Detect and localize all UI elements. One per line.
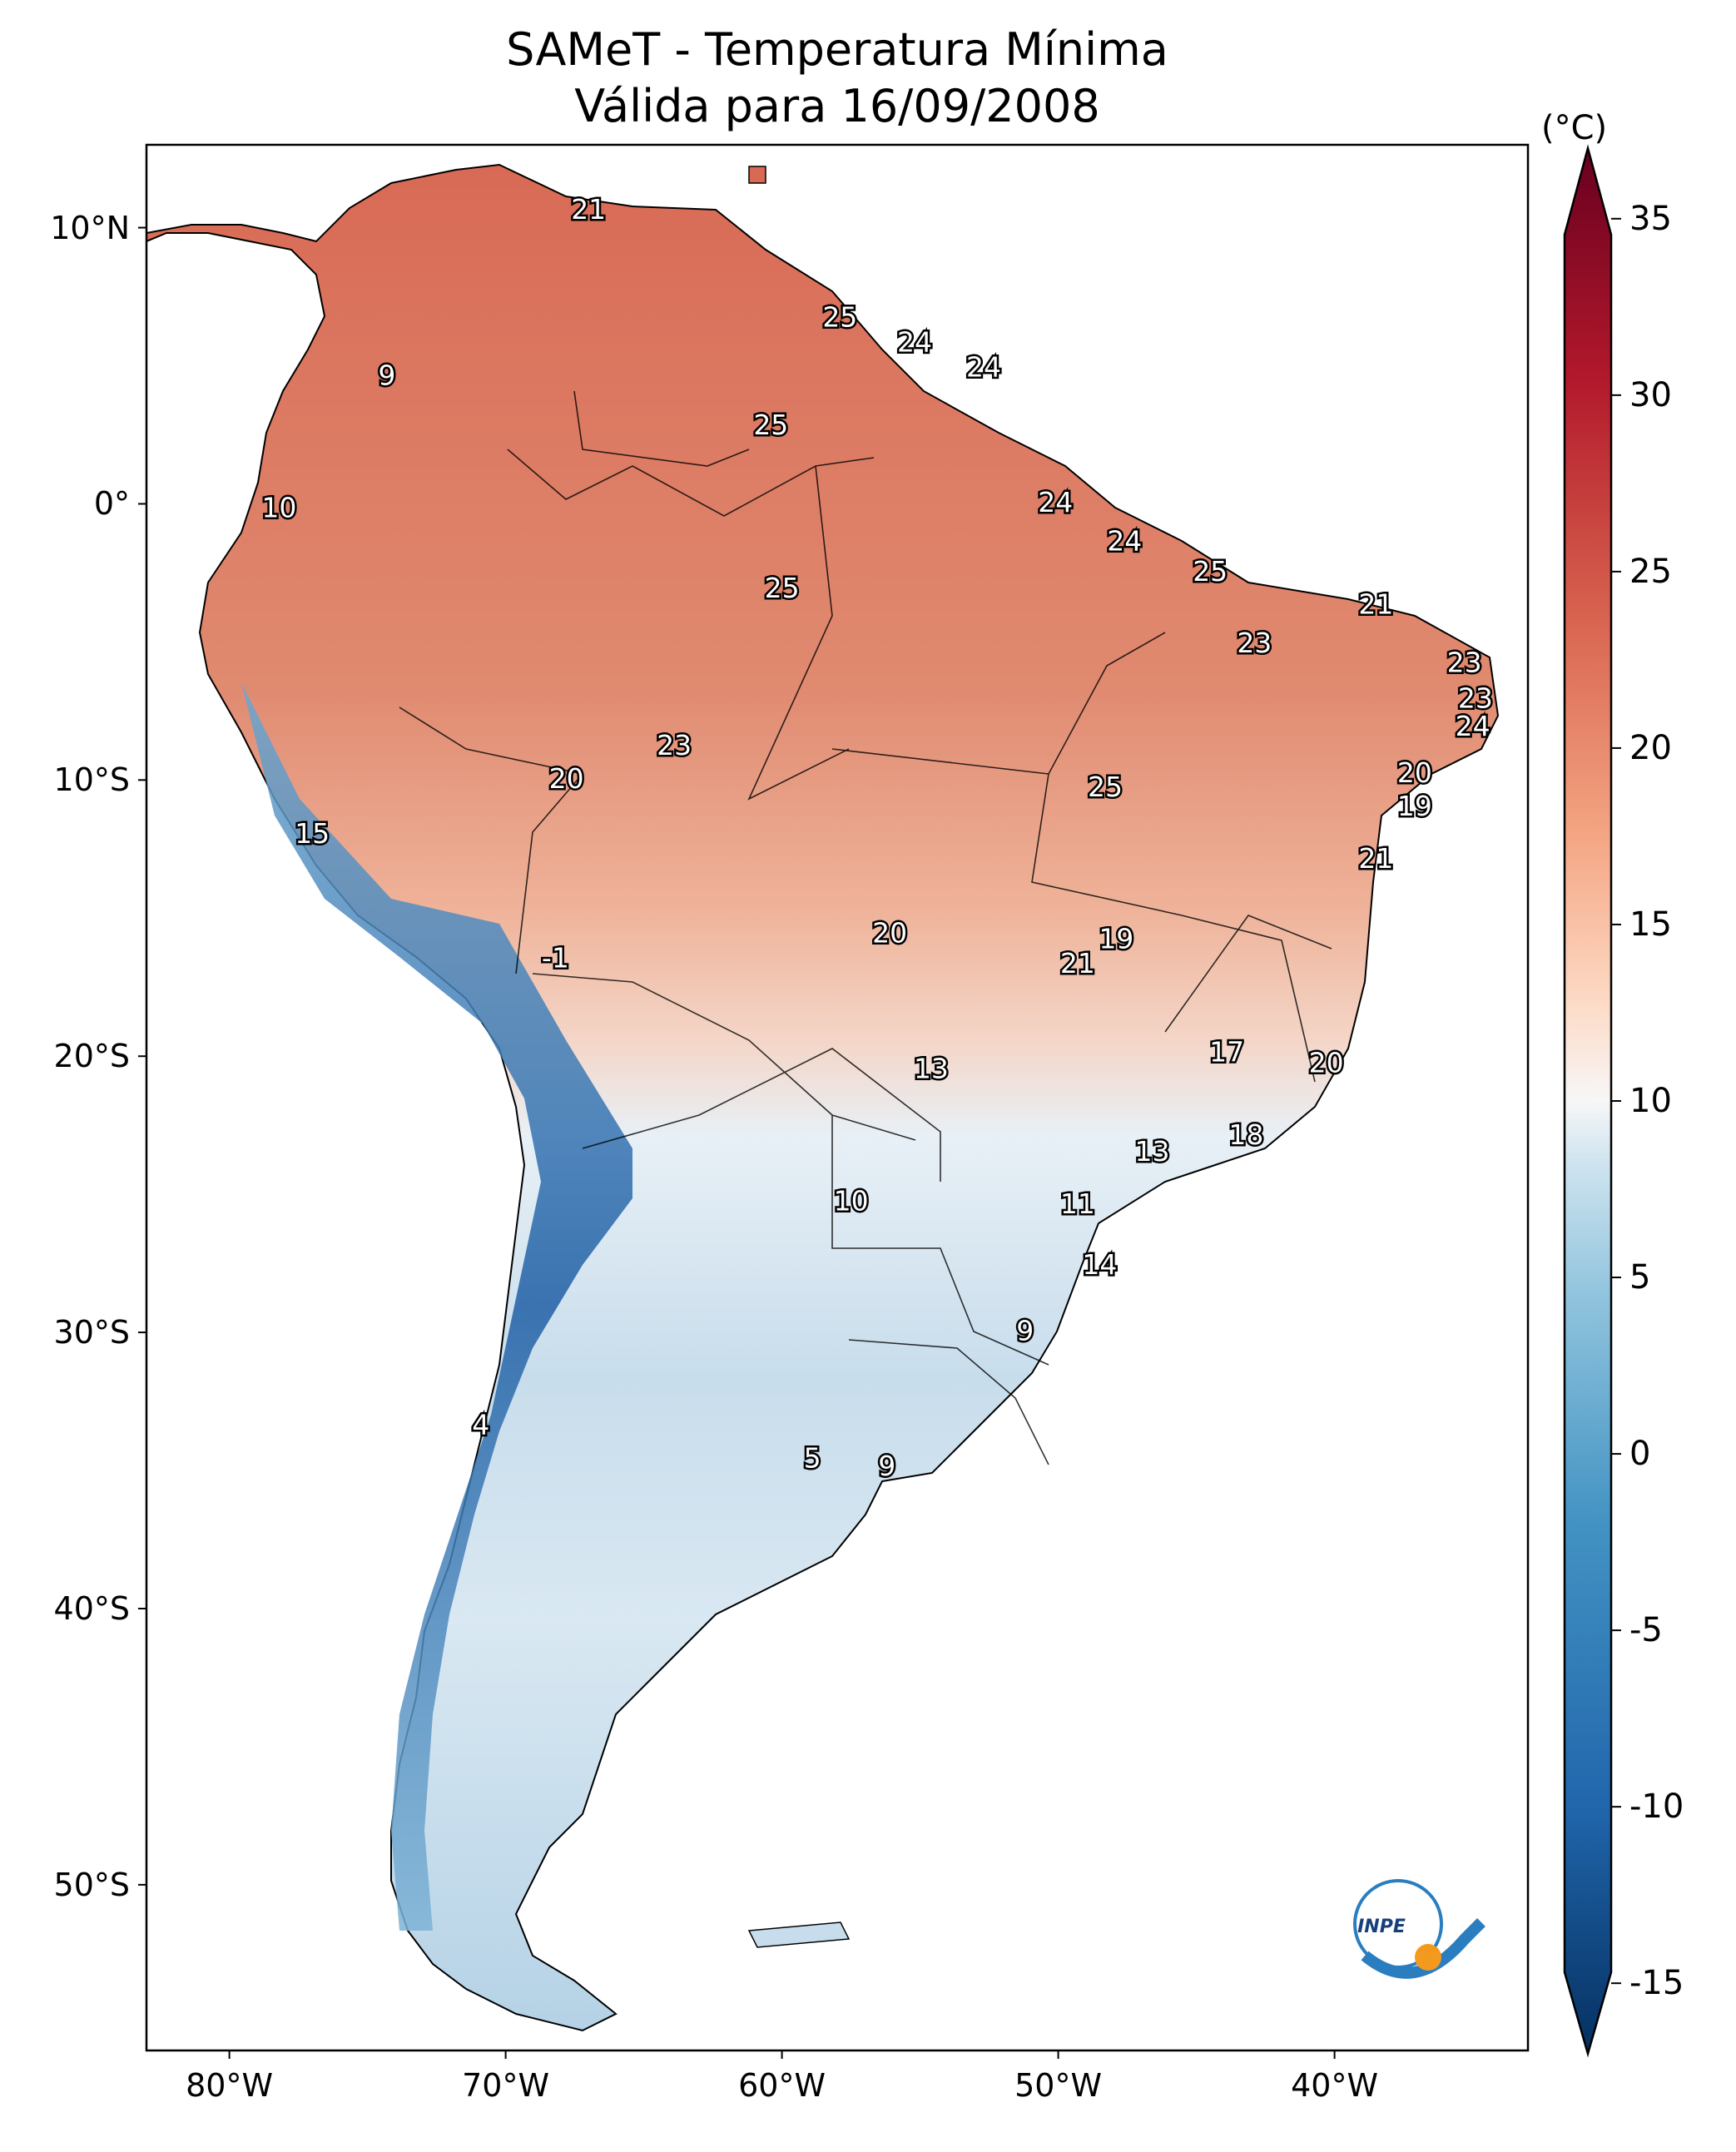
station-label: 23 [1458,682,1493,715]
lon-tick-marks [228,2050,1336,2059]
station-label: 11 [1060,1188,1095,1220]
station-label: 25 [765,572,800,604]
islands [747,166,851,1948]
colorbar-tick-label: 35 [1629,199,1672,238]
continent-landmass [146,163,1500,2032]
station-label: 24 [897,325,932,358]
station-label: 5 [804,1441,821,1474]
colorbar-tick-label: 10 [1629,1082,1672,1120]
station-label: 20 [549,762,584,795]
lat-tick-marks [138,226,146,1886]
colorbar-tick-label: 30 [1629,375,1672,414]
lat-tick-label: 10°S [53,761,130,799]
station-label: 23 [1237,627,1272,659]
map-title: SAMeT - Temperatura Mínima [506,23,1168,76]
lon-tick-label: 70°W [462,2067,550,2104]
lat-tick-label: 30°S [53,1314,130,1351]
station-label: 24 [1107,524,1142,557]
station-label: 21 [1358,588,1393,621]
station-label: 4 [472,1408,489,1440]
station-label: 9 [1016,1315,1034,1347]
station-label: 25 [822,301,857,334]
colorbar-tick-label: -10 [1629,1788,1684,1827]
colorbar-tick-label: -5 [1629,1611,1663,1650]
colorbar [1563,144,1621,2058]
station-label: 23 [1447,646,1482,678]
logo-text: INPE [1357,1916,1406,1937]
lat-tick-label: 10°N [50,209,130,246]
lon-tick-label: 40°W [1291,2067,1379,2104]
colorbar-tick-label: 25 [1629,552,1672,591]
lat-tick-label: 0° [93,485,130,523]
station-label: 25 [753,409,788,441]
colorbar-tick-label: 20 [1629,728,1672,767]
lon-tick-label: 50°W [1014,2067,1103,2104]
station-label: 17 [1209,1035,1244,1068]
station-label: 10 [261,492,296,524]
station-label: 20 [1397,756,1432,789]
colorbar-bar [1563,144,1613,2058]
lat-tick-label: 50°S [53,1866,130,1903]
station-label: 23 [657,729,692,761]
colorbar-tick-label: 15 [1629,905,1672,944]
map-frame [145,143,1530,2052]
station-label: 21 [1060,947,1095,979]
station-label: 20 [1309,1047,1344,1079]
station-label: 24 [966,350,1001,383]
lat-tick-label: 20°S [53,1038,130,1075]
station-label: 19 [1099,922,1133,955]
country-borders [399,390,1332,1465]
colorbar-tick-label: 0 [1629,1435,1651,1474]
station-label: 24 [1038,486,1073,518]
station-label: 9 [378,359,395,391]
station-label: 15 [295,817,330,850]
lon-tick-label: 80°W [186,2067,274,2104]
logo: INPE [1353,1879,1486,1979]
station-label: 19 [1397,790,1432,822]
andes-cold-band [241,682,632,1931]
map-subtitle: Válida para 16/09/2008 [574,80,1100,132]
colorbar-ticks [1611,217,1621,1985]
station-label: 10 [834,1185,869,1217]
lon-tick-label: 60°W [738,2067,826,2104]
colorbar-unit: (°C) [1541,109,1608,147]
station-label: 21 [571,193,606,226]
station-label: 9 [878,1450,895,1482]
map-area: INPE [146,145,1528,2050]
colorbar-tick-label: -15 [1629,1964,1684,2003]
station-label: 20 [872,917,907,950]
station-label: 21 [1358,842,1393,875]
station-label: 24 [1456,710,1490,742]
station-label: 13 [1134,1135,1169,1168]
station-label: 25 [1088,771,1123,803]
lat-tick-label: 40°S [53,1589,130,1627]
station-label: 18 [1228,1118,1263,1151]
station-label: 25 [1193,555,1228,588]
station-label: 13 [914,1052,949,1084]
station-label: 14 [1082,1248,1117,1281]
colorbar-tick-label: 5 [1629,1258,1651,1297]
station-label: -1 [542,942,569,974]
